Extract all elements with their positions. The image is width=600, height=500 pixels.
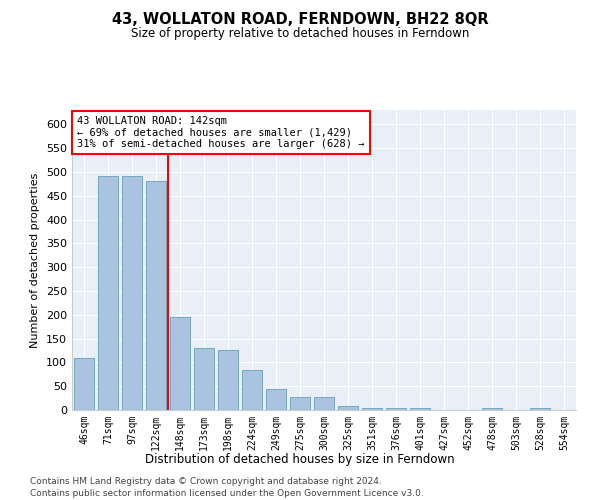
Bar: [530, 408, 550, 410]
Bar: [482, 408, 502, 410]
Bar: [122, 176, 142, 410]
Text: Contains HM Land Registry data © Crown copyright and database right 2024.: Contains HM Land Registry data © Crown c…: [30, 478, 382, 486]
Bar: [410, 408, 430, 410]
Bar: [146, 182, 166, 410]
Bar: [290, 396, 310, 410]
Text: Size of property relative to detached houses in Ferndown: Size of property relative to detached ho…: [131, 28, 469, 40]
Bar: [314, 396, 334, 410]
Bar: [218, 350, 238, 410]
Bar: [362, 408, 382, 410]
Bar: [194, 348, 214, 410]
Bar: [266, 388, 286, 410]
Bar: [338, 406, 358, 410]
Text: Contains public sector information licensed under the Open Government Licence v3: Contains public sector information licen…: [30, 489, 424, 498]
Y-axis label: Number of detached properties: Number of detached properties: [31, 172, 40, 348]
Bar: [170, 317, 190, 410]
Bar: [74, 358, 94, 410]
Text: 43 WOLLATON ROAD: 142sqm
← 69% of detached houses are smaller (1,429)
31% of sem: 43 WOLLATON ROAD: 142sqm ← 69% of detach…: [77, 116, 365, 149]
Bar: [242, 370, 262, 410]
Bar: [386, 408, 406, 410]
Text: Distribution of detached houses by size in Ferndown: Distribution of detached houses by size …: [145, 452, 455, 466]
Bar: [98, 176, 118, 410]
Text: 43, WOLLATON ROAD, FERNDOWN, BH22 8QR: 43, WOLLATON ROAD, FERNDOWN, BH22 8QR: [112, 12, 488, 28]
